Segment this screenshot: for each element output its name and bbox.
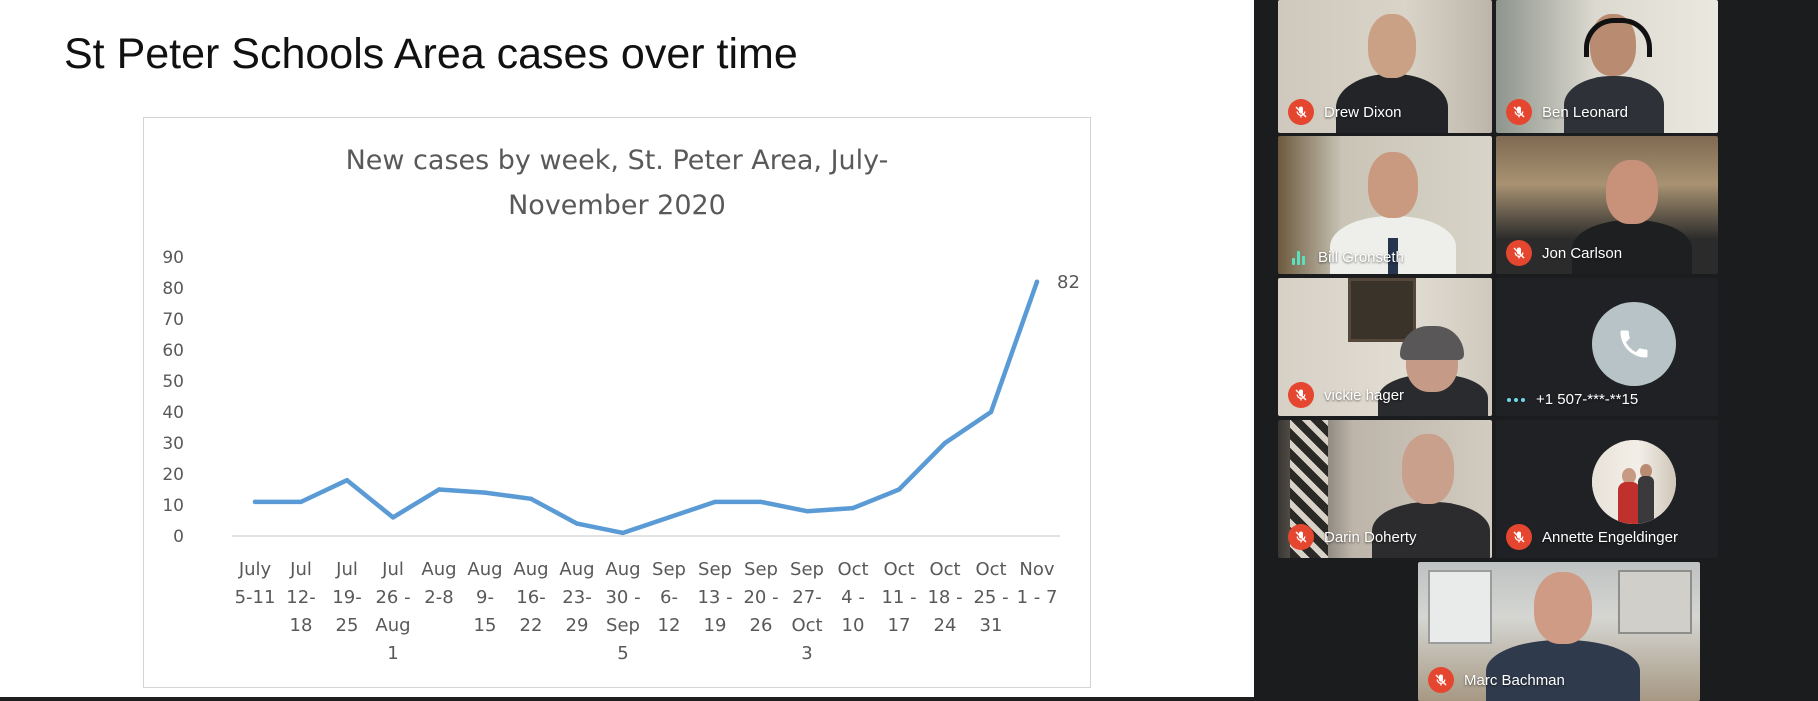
participant-tile-bill-gronseth[interactable]: Bill Gronseth <box>1278 136 1492 274</box>
x-tick-label: Oct 4 -10 <box>837 559 868 636</box>
data-point <box>252 499 258 505</box>
participant-name: Ben Leonard <box>1542 103 1628 121</box>
data-point <box>988 409 994 415</box>
x-tick-label: Aug 16-22 <box>513 559 548 636</box>
mic-off-icon <box>1288 99 1314 125</box>
participant-tile-phone[interactable]: +1 507-***-**15 <box>1496 278 1718 416</box>
data-point <box>482 490 488 495</box>
data-point <box>758 499 764 505</box>
slide-bottom-border <box>0 697 1254 701</box>
participant-name: Marc Bachman <box>1464 671 1565 689</box>
participant-tile-marc-bachman[interactable]: Marc Bachman <box>1418 562 1700 701</box>
participant-name: Drew Dixon <box>1324 103 1402 121</box>
participant-video-ben-leonard <box>1554 6 1674 133</box>
meeting-participants-panel: Drew Dixon Ben Leonard Bill Gr <box>1254 0 1818 701</box>
data-point <box>712 499 718 505</box>
participant-tile-drew-dixon[interactable]: Drew Dixon <box>1278 0 1492 133</box>
x-tick-label: Sep 6-12 <box>652 559 686 636</box>
x-tick-label: Sep 27-Oct 3 <box>790 559 824 664</box>
participant-video-jon-carlson <box>1566 154 1696 274</box>
x-tick-label: Aug 23-29 <box>559 559 594 636</box>
data-point <box>850 505 856 511</box>
mic-off-icon <box>1288 382 1314 408</box>
y-tick-label: 50 <box>162 372 184 392</box>
x-tick-label: Aug 2-8 <box>421 559 456 608</box>
x-tick-label: Sep 13 -19 <box>697 559 732 636</box>
mic-off-icon <box>1428 667 1454 693</box>
participant-video-bill-gronseth <box>1318 142 1468 274</box>
phone-icon <box>1620 330 1648 358</box>
participant-tile-jon-carlson[interactable]: Jon Carlson <box>1496 136 1718 274</box>
participant-video-vickie-hager <box>1378 324 1488 416</box>
x-tick-label: Oct 25 -31 <box>973 559 1008 636</box>
phone-avatar <box>1592 302 1676 386</box>
data-point <box>436 487 442 492</box>
participant-tile-darin-doherty[interactable]: Darin Doherty <box>1278 420 1492 558</box>
x-tick-label: Oct 11 -17 <box>881 559 916 636</box>
mic-off-icon <box>1288 524 1314 550</box>
y-tick-label: 40 <box>162 403 184 423</box>
mic-off-icon <box>1506 524 1532 550</box>
y-tick-label: 10 <box>162 496 184 516</box>
participant-video-darin-doherty <box>1368 428 1492 558</box>
chart-title: November 2020 <box>508 190 726 221</box>
data-point <box>620 530 626 536</box>
x-tick-label: Jul 26 -Aug 1 <box>375 559 410 664</box>
data-point <box>804 509 810 514</box>
more-dots-icon <box>1506 397 1526 402</box>
data-point <box>298 499 304 505</box>
y-tick-label: 0 <box>173 527 184 547</box>
x-tick-label: Aug 30 -Sep 5 <box>605 559 640 664</box>
x-tick-label: Sep 20 -26 <box>743 559 778 636</box>
participant-tile-annette-engeldinger[interactable]: Annette Engeldinger <box>1496 420 1718 558</box>
y-tick-label: 70 <box>162 310 184 330</box>
data-point <box>344 478 350 483</box>
line-chart: New cases by week, St. Peter Area, July-… <box>162 145 1080 664</box>
participant-video-marc-bachman <box>1478 568 1648 701</box>
data-point <box>574 521 580 526</box>
mic-off-icon <box>1506 240 1532 266</box>
participant-name: vickie hager <box>1324 386 1405 404</box>
x-tick-label: Nov 1 - 7 <box>1017 559 1058 608</box>
data-point <box>390 515 396 520</box>
y-tick-label: 60 <box>162 341 184 361</box>
y-tick-label: 30 <box>162 434 184 454</box>
data-point <box>528 496 534 501</box>
data-point <box>666 515 672 520</box>
participant-tile-ben-leonard[interactable]: Ben Leonard <box>1496 0 1718 133</box>
participant-name: Annette Engeldinger <box>1542 528 1678 546</box>
cabinet <box>1618 570 1692 634</box>
slide-title: St Peter Schools Area cases over time <box>64 30 798 78</box>
y-tick-label: 20 <box>162 465 184 485</box>
participant-tile-vickie-hager[interactable]: vickie hager <box>1278 278 1492 416</box>
presentation-slide: St Peter Schools Area cases over time Ne… <box>64 30 1091 688</box>
wall-picture <box>1348 278 1416 342</box>
x-tick-label: Oct 18 -24 <box>927 559 962 636</box>
x-tick-label: Jul 19-25 <box>332 559 361 636</box>
x-tick-label: Jul 12-18 <box>286 559 315 636</box>
series-line <box>252 279 1040 536</box>
data-point <box>896 487 902 492</box>
x-tick-label: July 5-11 <box>235 559 276 608</box>
avatar <box>1592 440 1676 524</box>
mic-off-icon <box>1506 99 1532 125</box>
y-tick-label: 90 <box>162 248 184 268</box>
participant-name: Bill Gronseth <box>1318 249 1404 266</box>
participant-name: Darin Doherty <box>1324 528 1417 546</box>
participant-video-drew-dixon <box>1328 8 1458 133</box>
chart-frame: New cases by week, St. Peter Area, July-… <box>143 117 1091 688</box>
cabinet <box>1428 570 1492 644</box>
x-tick-label: Aug 9-15 <box>467 559 502 636</box>
participant-name: +1 507-***-**15 <box>1536 391 1639 408</box>
participant-name: Jon Carlson <box>1542 244 1623 262</box>
data-label: 82 <box>1057 272 1080 293</box>
speaking-indicator-icon <box>1288 250 1308 265</box>
y-tick-label: 80 <box>162 279 184 299</box>
data-point <box>1034 279 1040 284</box>
chart-title: New cases by week, St. Peter Area, July- <box>346 145 889 176</box>
data-point <box>942 440 948 446</box>
